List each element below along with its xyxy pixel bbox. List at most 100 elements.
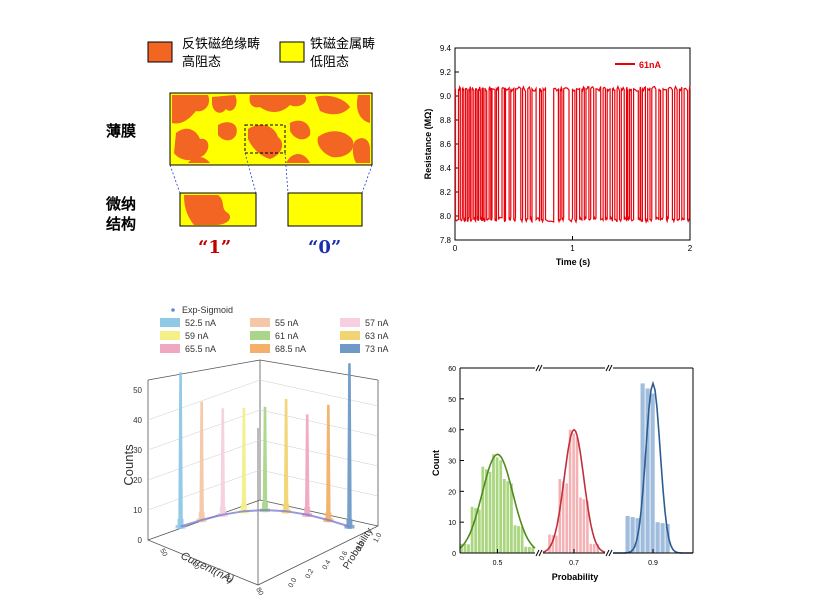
rt-ytick-label: 8.0 [440, 212, 452, 221]
ph-bar [517, 526, 520, 553]
resistance-trace [454, 84, 691, 224]
ph-bar [665, 524, 670, 553]
ph-xtick-label: 0.9 [648, 560, 658, 567]
h3-legend-swatch [340, 344, 360, 353]
h3-bar-group [302, 414, 313, 517]
projection-lines [169, 152, 373, 194]
ph-bar [492, 454, 495, 553]
ph-bar [655, 522, 660, 553]
h3-ytick-label: 1.0 [373, 532, 384, 544]
h3-peak-bar [220, 408, 226, 517]
rt-xlabel: Time (s) [556, 257, 590, 267]
resistance-chart: 7.8 8.0 8.2 8.4 8.6 8.8 9.0 9.2 9.4 0 1 2 61nA Tim… [423, 44, 693, 267]
h3-legend-label: 63 nA [365, 331, 389, 341]
h3-bar-group [281, 398, 292, 514]
rt-ytick-label: 8.4 [440, 164, 452, 173]
rt-ytick-label: 8.8 [440, 116, 452, 125]
rt-ylabel: Resistance (MΩ) [423, 109, 433, 180]
state-one-label: “1” [198, 237, 231, 258]
h3-ztick-label: 20 [133, 476, 142, 485]
h3-legend-label: 61 nA [275, 331, 299, 341]
ph-bar [558, 479, 562, 553]
rt-ytick-label: 9.4 [440, 44, 452, 53]
resistance-chart-panel: 7.8 8.0 8.2 8.4 8.6 8.8 9.0 9.2 9.4 0 1 2 61nA Tim… [415, 40, 705, 275]
ph-bar [568, 429, 572, 553]
ph-fit-curve [459, 453, 536, 549]
ph-bar [565, 483, 568, 553]
h3-peak-bar [178, 372, 183, 529]
h3-legend-swatch [340, 331, 360, 340]
ph-ytick-label: 0 [452, 551, 456, 558]
schematic-svg: 反铁磁绝缘畴 高阻态 铁磁金属畴 低阻态 薄膜 [105, 36, 375, 258]
ph-bar [513, 525, 517, 554]
h3-legend-swatch [250, 344, 270, 353]
h3-xtick-label: 50 [158, 548, 168, 558]
ph-ytick-label: 20 [448, 489, 456, 496]
h3-bar-group [260, 406, 270, 513]
ph-ytick-label: 60 [448, 366, 456, 373]
ph-bar [488, 471, 492, 553]
h3-side-bar [325, 512, 328, 522]
h3-side-bar [183, 524, 186, 529]
h3-side-bar [262, 502, 264, 512]
film-strip [169, 92, 373, 166]
h3-side-bar [223, 507, 226, 517]
ph-bar [527, 547, 531, 553]
h3-side-bar [283, 503, 286, 514]
ph-bar [467, 544, 470, 553]
h3-ytick-label: 0.8 [356, 541, 367, 553]
h3-xtick-label: 60 [190, 561, 200, 571]
h3-side-bar [352, 524, 355, 529]
rt-ytick-label: 8.2 [440, 188, 452, 197]
ph-bar [625, 516, 630, 553]
ph-bar [592, 544, 596, 553]
h3-side-bar [329, 512, 332, 522]
h3-legend-swatch [250, 331, 270, 340]
h3-side-bar [198, 512, 201, 522]
schematic-panel: 反铁磁绝缘畴 高阻态 铁磁金属畴 低阻态 薄膜 [100, 25, 410, 265]
ph-bar [596, 544, 599, 553]
h3-legend-swatch [160, 331, 180, 340]
legend-fit-marker [171, 308, 175, 312]
h3-side-bar [346, 518, 349, 529]
ph-bar [551, 535, 555, 553]
probability-histogram-panel: 0 10 20 30 40 50 60 0.5 0.7 0.9 Probability Coun… [425, 360, 705, 590]
h3-side-bar [202, 512, 205, 522]
legend-swatch-fm [279, 41, 305, 63]
h3-side-bar [244, 503, 247, 514]
ph-bar [561, 481, 565, 553]
h3-side-bar [323, 518, 326, 522]
histogram3d-chart: 0 10 20 30 40 50 Exp-Sigmoid 52.5 nA 55 nA 57 n… [121, 305, 389, 597]
h3-xtick-label: 80 [254, 587, 264, 597]
h3-peak-bar [262, 406, 268, 513]
h3-grid [147, 379, 379, 511]
label-micro-2: 结构 [106, 215, 136, 233]
rt-ytick-label: 9.2 [440, 68, 452, 77]
h3-legend-label: 65.5 nA [185, 344, 216, 354]
legend-swatch-afm [147, 41, 173, 63]
ph-bar [589, 543, 593, 554]
h3-peak-bar [283, 398, 289, 514]
ph-bar [640, 383, 645, 553]
h3-legend-swatch [250, 318, 270, 327]
legend-fit-label: Exp-Sigmoid [182, 305, 233, 315]
ph-ylabel: Count [431, 450, 441, 476]
ph-bar [579, 497, 582, 553]
h3-bar-group [344, 363, 355, 529]
h3-side-bar [181, 518, 184, 529]
ph-bar [502, 479, 506, 553]
ph-bar [572, 433, 575, 553]
h3-legend-label: 55 nA [275, 318, 299, 328]
ph-bar [485, 469, 488, 553]
h3-side-bar [204, 518, 207, 522]
ph-bar [499, 460, 503, 553]
ph-bar [630, 517, 635, 553]
h3-peak-bar [241, 407, 247, 514]
h3-ztick-label: 40 [133, 416, 142, 425]
h3-peak-bar [347, 363, 352, 529]
h3-legend-label: 59 nA [185, 331, 209, 341]
h3-ztick-label: 0 [138, 536, 143, 545]
h3-bar-group [217, 408, 228, 517]
h3-ytick-label: 0.6 [339, 550, 350, 562]
exp-sigmoid-fit [180, 508, 350, 528]
